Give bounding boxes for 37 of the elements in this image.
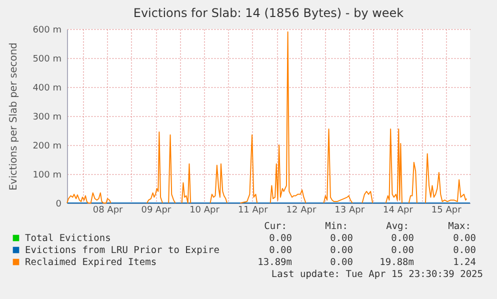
y-tick-label: 300 m bbox=[32, 112, 62, 122]
text: 0.00 bbox=[453, 233, 476, 244]
x-tick-label: 14 Apr bbox=[383, 206, 414, 216]
text: 19.88m bbox=[380, 257, 414, 268]
text: 1.24 bbox=[453, 257, 476, 268]
text: 0.00 bbox=[330, 257, 354, 268]
y-tick-label: 200 m bbox=[32, 142, 62, 152]
x-tick-label: 10 Apr bbox=[190, 206, 220, 216]
text: 0.00 bbox=[391, 245, 414, 256]
text: Cur: bbox=[264, 221, 287, 232]
text: 0.00 bbox=[330, 233, 354, 244]
text: 0.00 bbox=[269, 233, 292, 244]
y-tick-label: 500 m bbox=[32, 54, 62, 64]
y-tick-label: 0 bbox=[56, 200, 62, 210]
y-tick-label: 100 m bbox=[32, 170, 62, 180]
x-tick-label: 15 Apr bbox=[431, 206, 462, 216]
legend-label: Evictions from LRU Prior to Expire bbox=[25, 245, 220, 256]
text: Last update: Tue Apr 15 23:30:39 2025 bbox=[271, 269, 483, 280]
x-tick-label: 12 Apr bbox=[286, 206, 316, 216]
x-tick-label: 13 Apr bbox=[334, 206, 365, 216]
chart-title: Evictions for Slab: 14 (1856 Bytes) - by week bbox=[133, 6, 404, 20]
text: Min: bbox=[325, 221, 348, 232]
legend-label: Total Evictions bbox=[25, 233, 111, 244]
x-tick-label: 08 Apr bbox=[92, 206, 124, 216]
text: 0.00 bbox=[391, 233, 414, 244]
text: 0.00 bbox=[330, 245, 354, 256]
y-axis-title: Evictions per Slab per second bbox=[8, 42, 20, 191]
y-tick-label: 400 m bbox=[32, 84, 62, 94]
legend-label: Reclaimed Expired Items bbox=[25, 257, 157, 268]
text: 0.00 bbox=[453, 245, 476, 256]
text: Max: bbox=[448, 221, 471, 232]
text: Avg: bbox=[386, 221, 409, 232]
text: 13.89m bbox=[258, 257, 292, 268]
x-tick-label: 11 Apr bbox=[238, 206, 268, 216]
text: 0.00 bbox=[269, 245, 292, 256]
x-tick-label: 09 Apr bbox=[141, 206, 172, 216]
y-tick-label: 600 m bbox=[32, 26, 62, 36]
